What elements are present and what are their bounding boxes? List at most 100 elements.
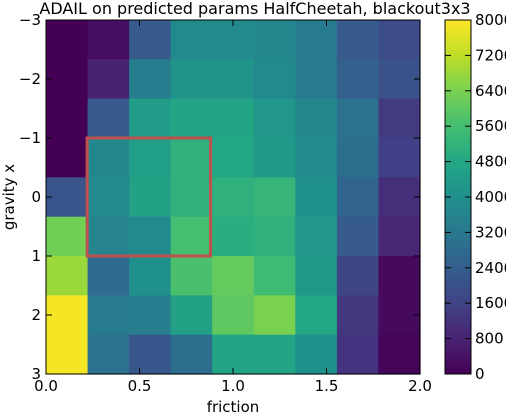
heatmap-cell [378, 98, 421, 139]
heatmap-cell [336, 334, 380, 375]
heatmap-cell [336, 20, 380, 60]
heatmap-cell [253, 20, 296, 60]
heatmap-cell [129, 20, 172, 60]
heatmap-cell [253, 59, 296, 100]
chart-title: ADAIL on predicted params HalfCheetah, b… [39, 0, 470, 18]
heatmap-cell [212, 295, 255, 336]
heatmap-cell [129, 256, 172, 296]
heatmap-cell [336, 177, 380, 218]
heatmap-cell [87, 20, 130, 60]
colorbar-tick-label: 5600 [475, 117, 506, 135]
heatmap-cell [378, 20, 421, 60]
heatmap-cell [253, 334, 296, 375]
x-tick-label: 1.5 [315, 377, 339, 395]
heatmap-cell [212, 20, 255, 60]
colorbar-tick-label: 800 [475, 330, 504, 348]
heatmap-cell [46, 334, 89, 375]
heatmap-cell [295, 98, 338, 139]
heatmap-cell [336, 138, 380, 178]
heatmap-cell [295, 20, 338, 60]
heatmap-cell [212, 216, 255, 257]
heatmap-cell [87, 216, 130, 257]
heatmap-cell [212, 138, 255, 178]
x-tick-label: 1.0 [221, 377, 245, 395]
heatmap-cell [295, 138, 338, 178]
heatmap-cell [295, 295, 338, 336]
heatmap-cell [212, 59, 255, 100]
y-tick-label: −2 [19, 70, 41, 88]
colorbar-tick-label: 6400 [475, 82, 506, 100]
heatmap-cell [378, 216, 421, 257]
heatmap-cell [212, 98, 255, 139]
heatmap-cell [378, 295, 421, 336]
heatmap-cell [378, 138, 421, 178]
y-tick-label: 2 [31, 306, 41, 324]
heatmap-cells [46, 20, 421, 375]
heatmap-cell [129, 295, 172, 336]
heatmap-cell [129, 138, 172, 178]
y-axis-label: gravity x [0, 164, 18, 230]
x-tick-label: 0.5 [128, 377, 152, 395]
x-tick-label: 2.0 [408, 377, 432, 395]
heatmap-cell [87, 59, 130, 100]
heatmap-cell [87, 138, 130, 178]
heatmap-cell [170, 334, 213, 375]
heatmap-cell [212, 334, 255, 375]
heatmap-cell [170, 138, 213, 178]
heatmap-cell [378, 177, 421, 218]
heatmap-cell [170, 256, 213, 296]
heatmap-cell [253, 98, 296, 139]
y-axis-ticks: −3 −2 −1 0 1 2 3 [19, 11, 420, 383]
heatmap-cell [253, 138, 296, 178]
heatmap-cell [46, 295, 89, 336]
heatmap-cell [129, 334, 172, 375]
heatmap-cell [129, 177, 172, 218]
highlight-box [85, 136, 213, 258]
heatmap-cell [295, 59, 338, 100]
colorbar-tick-label: 0 [475, 365, 485, 383]
heatmap-cell [295, 177, 338, 218]
y-tick-label: −1 [19, 129, 41, 147]
x-tick-label: 0.0 [34, 377, 58, 395]
colorbar-tick-label: 4800 [475, 153, 506, 171]
heatmap-cell [378, 256, 421, 296]
heatmap-cell [295, 334, 338, 375]
heatmap-cell [253, 256, 296, 296]
colorbar-tick-label: 7200 [475, 46, 506, 64]
heatmap-cell [253, 295, 296, 336]
heatmap-cell [378, 59, 421, 100]
heatmap-cell [46, 20, 89, 60]
heatmap-cell [170, 98, 213, 139]
heatmap-cell [46, 177, 89, 218]
heatmap-cell [46, 256, 89, 296]
y-tick-label: −3 [19, 11, 41, 29]
heatmap-cell [212, 177, 255, 218]
heatmap-cell [295, 216, 338, 257]
heatmap-cell [87, 98, 130, 139]
heatmap-cell [87, 177, 130, 218]
y-tick-label: 0 [31, 188, 41, 206]
heatmap-cell [170, 295, 213, 336]
y-tick-label: 3 [31, 365, 41, 383]
y-tick-label: 1 [31, 247, 41, 265]
heatmap-cell [336, 256, 380, 296]
heatmap-cell [212, 256, 255, 296]
heatmap-cell [378, 334, 421, 375]
colorbar-ticks: 0 800 1600 2400 3200 4000 4800 5600 6400 7200 8000 [445, 11, 506, 383]
heatmap-cell [295, 256, 338, 296]
heatmap-cell [129, 216, 172, 257]
heatmap-cell [46, 138, 89, 178]
colorbar-tick-label: 1600 [475, 294, 506, 312]
heatmap-cell [87, 256, 130, 296]
heatmap-cell [129, 59, 172, 100]
colorbar-tick-label: 2400 [475, 259, 506, 277]
heatmap-cell [336, 216, 380, 257]
heatmap-cell [170, 177, 213, 218]
heatmap-cell [170, 20, 213, 60]
heatmap-cell [336, 295, 380, 336]
colorbar-tick-label: 4000 [475, 188, 506, 206]
x-axis-label: friction [207, 398, 260, 416]
heatmap-cell [46, 216, 89, 257]
heatmap-cell [87, 334, 130, 375]
